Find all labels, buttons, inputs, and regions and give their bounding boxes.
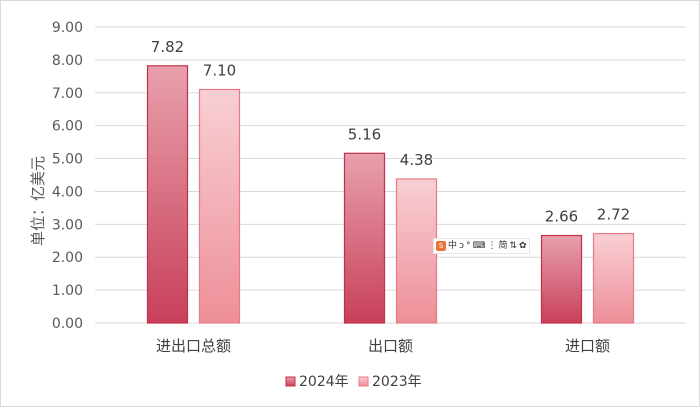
ime-moon-icon[interactable]: ↄ xyxy=(459,241,464,251)
y-tick-label: 7.00 xyxy=(52,86,83,102)
legend-label: 2023年 xyxy=(372,374,422,390)
bar-2024 xyxy=(146,65,189,324)
data-label: 7.82 xyxy=(151,38,184,56)
ime-punctuation-icon[interactable]: ° xyxy=(465,241,471,251)
category-label: 进出口总额 xyxy=(156,337,231,355)
ime-logo-icon[interactable]: S xyxy=(436,241,446,251)
bar-2023 xyxy=(395,178,438,324)
category-label: 出口额 xyxy=(368,337,413,355)
ime-simplified-button[interactable]: 简 xyxy=(498,241,508,251)
y-tick-label: 4.00 xyxy=(52,184,83,200)
data-label: 5.16 xyxy=(348,125,381,143)
ime-convert-icon[interactable]: ⇅ xyxy=(509,241,518,251)
ime-menu-icon[interactable]: ⋮ xyxy=(487,241,497,251)
legend-swatch xyxy=(358,376,369,387)
ime-keyboard-icon[interactable]: ⌨ xyxy=(472,241,486,251)
gridlines xyxy=(95,26,686,324)
ime-toolbar[interactable]: S 中 ↄ ° ⌨ ⋮ 简 ⇅ ✿ xyxy=(433,238,530,254)
x-axis-categories: 进出口总额 出口额 进口额 xyxy=(156,337,610,355)
data-label: 2.72 xyxy=(597,206,630,224)
data-label: 4.38 xyxy=(400,151,433,169)
y-tick-label: 3.00 xyxy=(52,217,83,233)
y-axis-ticks: 0.00 1.00 2.00 3.00 4.00 5.00 6.00 7.00 8.00 9.00 xyxy=(52,20,83,332)
data-labels: 7.82 7.10 5.16 4.38 2.66 2.72 xyxy=(151,38,630,226)
legend-swatch xyxy=(285,376,296,387)
y-tick-label: 9.00 xyxy=(52,20,83,36)
ime-chinese-mode-button[interactable]: 中 xyxy=(448,241,458,251)
y-tick-label: 6.00 xyxy=(52,119,83,135)
data-label: 7.10 xyxy=(203,61,236,79)
bars xyxy=(146,65,635,324)
y-tick-label: 0.00 xyxy=(52,316,83,332)
bar-2024 xyxy=(540,234,583,324)
bar-2024 xyxy=(343,152,386,324)
y-axis-label: 单位：亿美元 xyxy=(29,156,47,246)
legend-label: 2024年 xyxy=(299,374,349,390)
y-tick-label: 1.00 xyxy=(52,283,83,299)
y-tick-label: 2.00 xyxy=(52,250,83,266)
ime-skin-icon[interactable]: ✿ xyxy=(519,241,527,251)
legend: 2024年 2023年 xyxy=(285,374,422,390)
y-tick-label: 5.00 xyxy=(52,152,83,168)
category-label: 进口额 xyxy=(565,337,610,355)
bar-2023 xyxy=(198,88,241,324)
data-label: 2.66 xyxy=(545,208,578,226)
y-tick-label: 8.00 xyxy=(52,53,83,69)
bar-2023 xyxy=(592,232,635,324)
